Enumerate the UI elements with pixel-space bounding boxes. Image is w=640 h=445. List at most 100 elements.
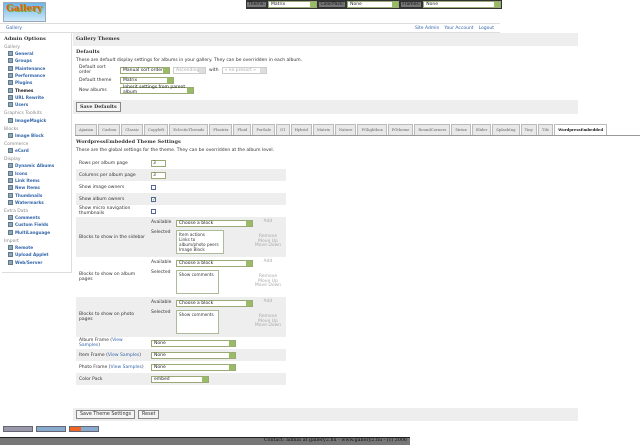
sidebar-item-web-server[interactable]: Web/Server <box>4 259 69 266</box>
sidebar-group-title: Commerce <box>4 141 29 147</box>
move-down-button[interactable]: Move Down <box>254 283 282 288</box>
sidebar-item-new-items[interactable]: New Items <box>4 184 69 191</box>
selected-blocks-list[interactable]: Show comments <box>176 270 219 294</box>
remove-button[interactable]: Remove <box>258 314 278 319</box>
tab-floatrix[interactable]: Floatrix <box>209 124 233 135</box>
gallery-logo[interactable]: Gallery <box>3 2 46 22</box>
tab-matrix[interactable]: Matrix <box>312 124 334 135</box>
move-down-button[interactable]: Move Down <box>254 243 282 248</box>
save-theme-settings-button[interactable]: Save Theme Settings <box>76 410 136 419</box>
sidebar-item-imagemagick[interactable]: ImageMagick <box>4 116 69 123</box>
selected-block[interactable]: Show comments <box>179 272 214 277</box>
gallery-badge-2[interactable] <box>36 426 66 432</box>
move-up-button[interactable]: Move Up <box>258 238 278 244</box>
tab-siriux[interactable]: Siriux <box>451 124 471 135</box>
tab-slider[interactable]: Slider <box>471 124 492 135</box>
remove-button[interactable]: Remove <box>258 234 278 239</box>
tab-pglightbox[interactable]: PGlightbox <box>357 124 387 135</box>
available-blocks-select[interactable]: Choose a block <box>176 220 253 227</box>
color-pack-select[interactable]: embed <box>151 375 209 383</box>
sidebar-item-ecard[interactable]: eCard <box>4 147 69 154</box>
rows-per-page-input[interactable]: 3 <box>151 159 166 167</box>
tab-carbon[interactable]: Carbon <box>98 124 121 135</box>
sidebar-item-custom-fields[interactable]: Custom Fields <box>4 221 69 228</box>
tab-tile[interactable]: Tile <box>537 124 554 135</box>
save-defaults-button[interactable]: Save Defaults <box>76 102 121 112</box>
footer-badges <box>3 426 99 432</box>
add-button[interactable]: Add <box>263 259 273 264</box>
tab-porsale[interactable]: PorSale <box>252 124 276 135</box>
tab-roundcorners[interactable]: RoundCorners <box>414 124 451 135</box>
colorpack-select[interactable]: None <box>347 1 400 8</box>
site-admin-link[interactable]: Site Admin <box>414 25 440 31</box>
tab-splashing[interactable]: SplashIng <box>492 124 520 135</box>
sidebar-item-users[interactable]: Users <box>4 101 69 108</box>
sidebar-item-link-items[interactable]: Link Items <box>4 177 69 184</box>
selected-block[interactable]: Image Block <box>179 247 205 252</box>
selected-block[interactable]: Show comments <box>179 312 214 317</box>
available-blocks-select[interactable]: Choose a block <box>176 300 253 307</box>
gallery-badge-3[interactable] <box>69 426 99 432</box>
remove-button[interactable]: Remove <box>258 274 278 279</box>
tab-wordpressembedded[interactable]: WordpressEmbedded <box>554 124 607 135</box>
sidebar-item-icons[interactable]: Icons <box>4 170 69 177</box>
tab-eclecticthreads[interactable]: EclecticThreads <box>169 124 209 135</box>
add-button[interactable]: Add <box>263 299 273 304</box>
theme-select[interactable]: Matrix <box>268 1 318 8</box>
tab-classic[interactable]: Classic <box>121 124 144 135</box>
album-frame-select[interactable]: None <box>151 339 236 347</box>
sidebar-item-groups[interactable]: Groups <box>4 57 69 64</box>
sidebar-item-multilanguage[interactable]: MultiLanguage <box>4 229 69 236</box>
show-album-owners-checkbox[interactable]: ✓ <box>151 196 157 203</box>
sidebar-item-watermarks[interactable]: Watermarks <box>4 199 69 206</box>
sidebar-item-url-rewrite[interactable]: URL Rewrite <box>4 94 69 101</box>
sidebar-item-dynamic-albums[interactable]: Dynamic Albums <box>4 162 69 169</box>
sidebar-item-maintenance[interactable]: Maintenance <box>4 65 69 72</box>
module-icon <box>8 199 13 205</box>
sidebar-item-upload-applet[interactable]: Upload Applet <box>4 251 69 258</box>
module-icon <box>8 58 13 64</box>
move-up-button[interactable]: Move Up <box>258 278 278 284</box>
selected-block[interactable]: Item actions <box>179 232 205 237</box>
tab-g1[interactable]: G1 <box>276 124 290 135</box>
logout-link[interactable]: Logout <box>478 25 494 31</box>
gallery-badge[interactable] <box>3 426 33 432</box>
photo-frame-select[interactable]: None <box>151 363 236 371</box>
sidebar-item-performance[interactable]: Performance <box>4 72 69 79</box>
item-frame-select[interactable]: None <box>151 351 236 359</box>
sidebar-item-image-block[interactable]: Image Block <box>4 132 69 139</box>
add-button[interactable]: Add <box>263 219 273 224</box>
selected-blocks-list[interactable]: Show comments <box>176 310 219 334</box>
album-frame-samples-link[interactable]: View Samples <box>79 338 123 348</box>
columns-per-page-input[interactable]: 3 <box>151 171 166 179</box>
tab-copyleft[interactable]: Copyleft <box>144 124 169 135</box>
selected-blocks-list[interactable]: Item actions Links to album/photo peers Im… <box>176 230 224 254</box>
breadcrumb-gallery[interactable]: Gallery <box>6 25 23 31</box>
sidebar-item-themes[interactable]: Themes <box>4 86 69 93</box>
sidebar-item-general[interactable]: General <box>4 50 69 57</box>
tab-ajaxian[interactable]: Ajaxian <box>75 124 98 135</box>
new-albums-select[interactable]: Inherit settings from parent album <box>120 85 194 95</box>
tab-fluid[interactable]: Fluid <box>233 124 252 135</box>
default-theme-select[interactable]: Matrix <box>120 76 174 84</box>
show-micro-nav-checkbox[interactable] <box>151 208 156 214</box>
move-down-button[interactable]: Move Down <box>254 323 282 328</box>
photo-frame-samples-link[interactable]: View Samples <box>110 364 142 370</box>
selected-block[interactable]: Links to album/photo peers <box>179 237 219 247</box>
tab-tiny[interactable]: Tiny <box>520 124 537 135</box>
sidebar-item-thumbnails[interactable]: Thumbnails <box>4 191 69 198</box>
frames-select[interactable]: None <box>423 1 501 8</box>
item-frame-samples-link[interactable]: View Samples <box>107 352 140 358</box>
tab-hybrid[interactable]: Hybrid <box>290 124 312 135</box>
sort-order-select[interactable]: Manual sort order <box>120 66 170 74</box>
sidebar-item-plugins[interactable]: Plugins <box>4 79 69 86</box>
available-blocks-select[interactable]: Choose a block <box>176 260 253 267</box>
tab-pgtheme[interactable]: PGtheme <box>387 124 414 135</box>
show-image-owners-checkbox[interactable] <box>151 184 156 190</box>
your-account-link[interactable]: Your Account <box>444 25 474 31</box>
reset-button[interactable]: Reset <box>138 410 160 419</box>
sidebar-item-comments[interactable]: Comments <box>4 214 69 221</box>
sidebar-item-remote[interactable]: Remote <box>4 244 69 251</box>
tab-nature[interactable]: Nature <box>334 124 357 135</box>
move-up-button[interactable]: Move Up <box>258 318 278 324</box>
